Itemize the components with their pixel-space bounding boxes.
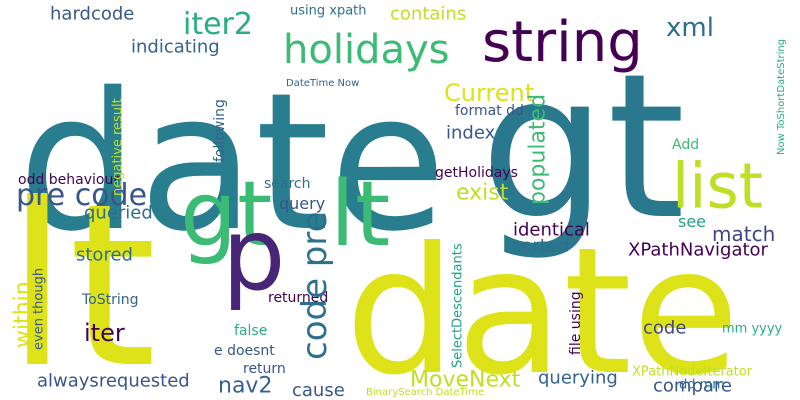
word: xml — [666, 13, 714, 44]
word: iter — [84, 318, 125, 347]
word: indicating — [131, 36, 220, 58]
word: contains — [390, 3, 467, 25]
word: query — [279, 194, 326, 214]
word: code pre — [294, 211, 335, 360]
word: identical — [513, 219, 590, 241]
word: querying — [538, 367, 618, 389]
word: getHolidays — [435, 164, 518, 181]
word: returned — [268, 289, 329, 306]
word: gt — [480, 31, 686, 264]
word: even though — [31, 267, 47, 350]
word: Current — [444, 78, 535, 107]
word: iter2 — [183, 7, 253, 42]
word: alwaysrequested — [37, 370, 190, 392]
word: return — [243, 360, 286, 377]
word: string — [482, 10, 643, 76]
word: XPathNodeIterator — [632, 364, 753, 380]
word: Now ToShortDateString — [776, 38, 787, 155]
word: e doesnt — [214, 342, 275, 359]
word: gt — [180, 162, 273, 267]
word: ToString — [82, 291, 139, 308]
word: file using — [567, 291, 584, 355]
word: negative result — [110, 98, 126, 196]
word: date — [345, 211, 740, 400]
word: using xpath — [290, 3, 367, 19]
word: odd behaviour — [18, 171, 120, 188]
word: p — [222, 196, 286, 313]
word: compare — [653, 375, 732, 397]
word: search — [264, 175, 311, 192]
word: index — [446, 122, 496, 144]
word: see — [678, 212, 707, 232]
word: Add — [672, 136, 700, 153]
word: mm yyyy — [722, 321, 783, 337]
word: hardcode — [50, 3, 135, 25]
word: format dd — [455, 102, 524, 119]
word: BinarySearch DateTime — [366, 387, 485, 398]
word: sorted — [512, 235, 570, 257]
word: nav2 — [218, 373, 273, 399]
word: exist — [456, 180, 509, 206]
word: cause — [292, 380, 345, 400]
word: SelectDescendants — [450, 243, 466, 368]
word: following — [211, 99, 228, 162]
word: list — [672, 149, 764, 223]
word: queried — [84, 202, 153, 224]
word: lt — [330, 162, 391, 267]
word: date — [18, 52, 447, 273]
word: code — [643, 317, 687, 339]
word: XPathNavigator — [628, 239, 768, 261]
word: populated — [525, 93, 551, 205]
word: match — [712, 222, 776, 246]
word: pre code — [16, 178, 148, 213]
word: dd mm — [679, 377, 725, 393]
word: false — [234, 322, 268, 339]
word: holidays — [283, 27, 450, 73]
word: DateTime Now — [286, 78, 360, 89]
word: MoveNext — [410, 367, 521, 393]
word: stored — [76, 244, 133, 266]
word: lt — [6, 156, 157, 400]
